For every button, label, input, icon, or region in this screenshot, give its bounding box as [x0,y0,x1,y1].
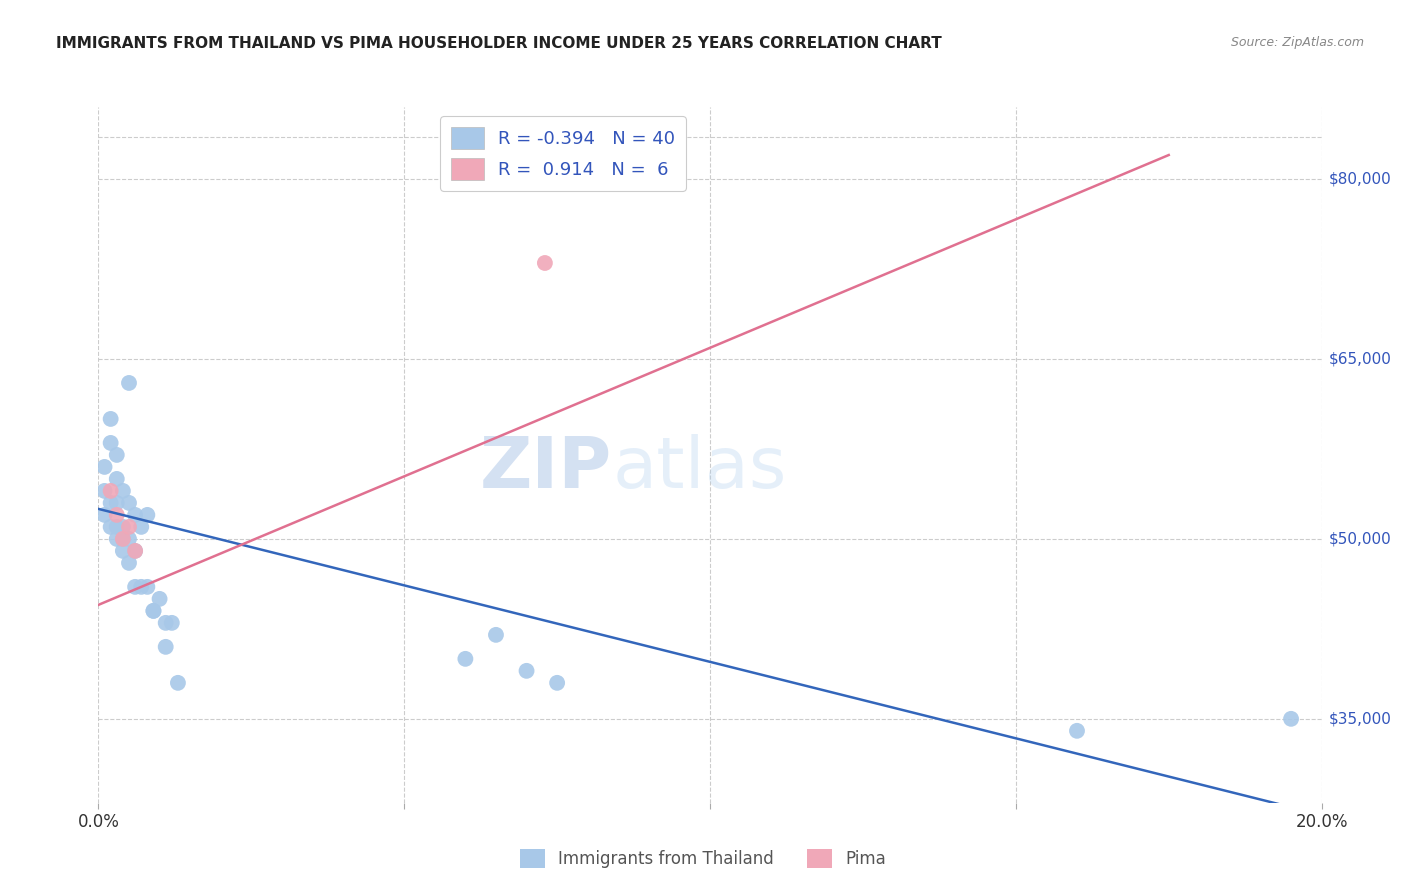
Point [111,532,134,546]
Legend: R = -0.394   N = 40, R =  0.914   N =  6: R = -0.394 N = 40, R = 0.914 N = 6 [440,116,686,191]
Legend: Immigrants from Thailand, Pima: Immigrants from Thailand, Pima [513,843,893,875]
Text: $35,000: $35,000 [1329,711,1392,726]
Point [136,508,159,522]
Point [124,508,146,522]
Point [111,483,134,498]
Point [118,520,141,534]
Point [118,532,141,546]
Point [534,256,557,270]
Point [118,376,141,390]
Point [111,544,134,558]
Point [155,640,177,654]
Point [485,628,508,642]
Point [111,532,134,546]
Point [105,508,128,522]
Text: $65,000: $65,000 [1329,351,1392,367]
Point [100,412,122,426]
Point [100,520,122,534]
Point [105,532,128,546]
Point [167,676,190,690]
Point [105,472,128,486]
Point [136,580,159,594]
Point [142,604,165,618]
Text: $50,000: $50,000 [1329,532,1392,547]
Point [546,676,568,690]
Point [105,496,128,510]
Point [100,496,122,510]
Text: Source: ZipAtlas.com: Source: ZipAtlas.com [1230,36,1364,49]
Point [93,459,115,474]
Point [149,591,172,606]
Point [118,496,141,510]
Text: $80,000: $80,000 [1329,171,1392,186]
Point [129,580,152,594]
Point [100,436,122,450]
Text: atlas: atlas [612,434,786,503]
Point [105,520,128,534]
Point [118,556,141,570]
Text: ZIP: ZIP [479,434,612,503]
Point [124,544,146,558]
Point [129,520,152,534]
Point [105,448,128,462]
Point [516,664,538,678]
Point [124,544,146,558]
Point [142,604,165,618]
Point [100,483,122,498]
Point [111,520,134,534]
Point [454,652,477,666]
Point [124,580,146,594]
Text: IMMIGRANTS FROM THAILAND VS PIMA HOUSEHOLDER INCOME UNDER 25 YEARS CORRELATION C: IMMIGRANTS FROM THAILAND VS PIMA HOUSEHO… [56,36,942,51]
Point [93,483,115,498]
Point [1279,712,1302,726]
Point [93,508,115,522]
Point [1066,723,1088,738]
Point [155,615,177,630]
Point [160,615,183,630]
